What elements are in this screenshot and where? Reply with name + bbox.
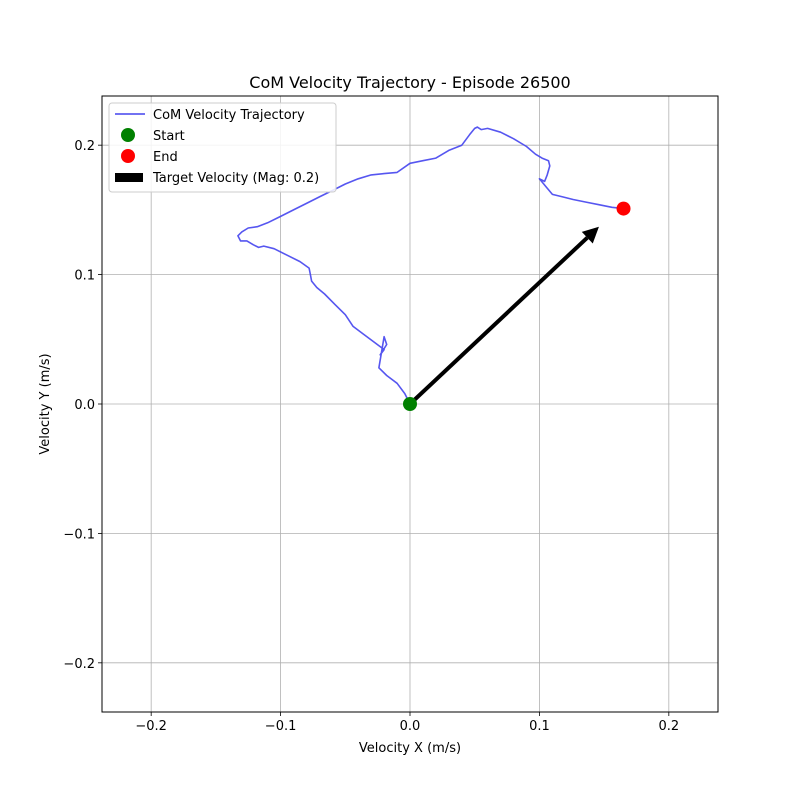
legend-start-marker-icon — [121, 128, 135, 142]
trajectory-series-line — [237, 126, 624, 405]
x-tick-label: 0.2 — [658, 719, 679, 734]
y-tick-label: −0.2 — [63, 657, 95, 672]
legend: CoM Velocity Trajectory Start End Target… — [108, 102, 337, 193]
y-tick-label: −0.1 — [63, 527, 95, 542]
target-velocity-arrow-head — [581, 226, 599, 244]
legend-start-label: Start — [153, 129, 185, 144]
legend-arrow-icon — [115, 173, 143, 182]
legend-target-velocity-label: Target Velocity (Mag: 0.2) — [152, 171, 319, 186]
legend-end-label: End — [153, 150, 178, 165]
end-point — [616, 201, 631, 216]
y-tick-label: 0.0 — [74, 398, 95, 413]
x-axis-label: Velocity X (m/s) — [359, 741, 461, 756]
x-tick-label: −0.1 — [265, 719, 297, 734]
legend-trajectory-label: CoM Velocity Trajectory — [153, 108, 305, 123]
x-tick-label: −0.2 — [135, 719, 167, 734]
chart-title: CoM Velocity Trajectory - Episode 26500 — [249, 73, 570, 92]
plot-content — [237, 126, 631, 411]
axis-ticks: −0.2 −0.1 0.0 0.1 0.2 −0.2 −0.1 0.0 0.1 0.2 — [63, 139, 679, 734]
grid — [102, 96, 718, 712]
y-tick-label: 0.2 — [74, 139, 95, 154]
legend-box — [108, 102, 337, 193]
legend-end-marker-icon — [121, 149, 135, 163]
y-tick-label: 0.1 — [74, 269, 95, 284]
start-point — [403, 397, 417, 411]
target-velocity-arrow-shaft — [408, 236, 589, 406]
x-tick-label: 0.0 — [400, 719, 421, 734]
x-tick-label: 0.1 — [529, 719, 550, 734]
y-axis-label: Velocity Y (m/s) — [38, 353, 53, 454]
